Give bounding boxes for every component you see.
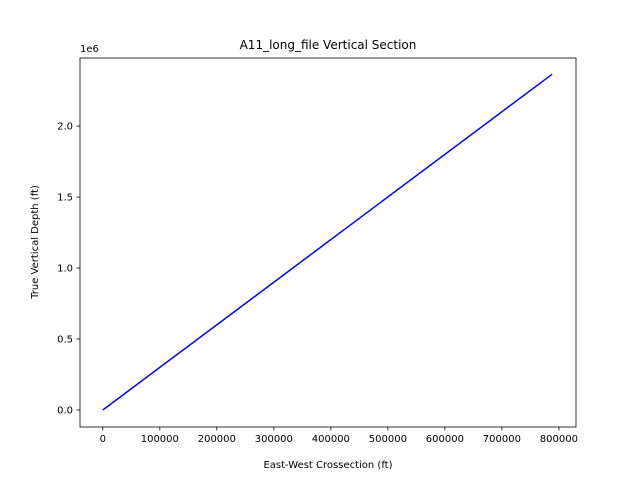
x-tick-label: 800000 [540,434,578,445]
x-tick-label: 200000 [198,434,236,445]
x-tick-label: 100000 [141,434,179,445]
x-tick-label: 500000 [369,434,407,445]
chart-title: A11_long_file Vertical Section [240,38,417,52]
x-tick-label: 0 [100,434,106,445]
y-tick-label: 1.5 [57,193,73,204]
x-axis: 0 100000 200000 300000 400000 500000 600000 700… [100,427,578,445]
x-tick-label: 700000 [483,434,521,445]
y-axis: 0.0 0.5 1.0 1.5 2.0 [57,122,80,416]
y-tick-label: 0.0 [57,405,73,416]
x-tick-label: 600000 [426,434,464,445]
series-line [102,73,553,411]
y-axis-label: True Vertical Depth (ft) [30,185,41,300]
y-tick-label: 1.0 [57,264,73,275]
y-axis-offset-label: 1e6 [80,44,99,55]
x-tick-label: 300000 [255,434,293,445]
x-axis-label: East-West Crossection (ft) [263,460,392,471]
plot-area-frame [79,57,577,428]
plot-series [102,73,553,411]
y-tick-label: 0.5 [57,335,73,346]
y-tick-label: 2.0 [57,122,73,133]
x-tick-label: 400000 [312,434,350,445]
